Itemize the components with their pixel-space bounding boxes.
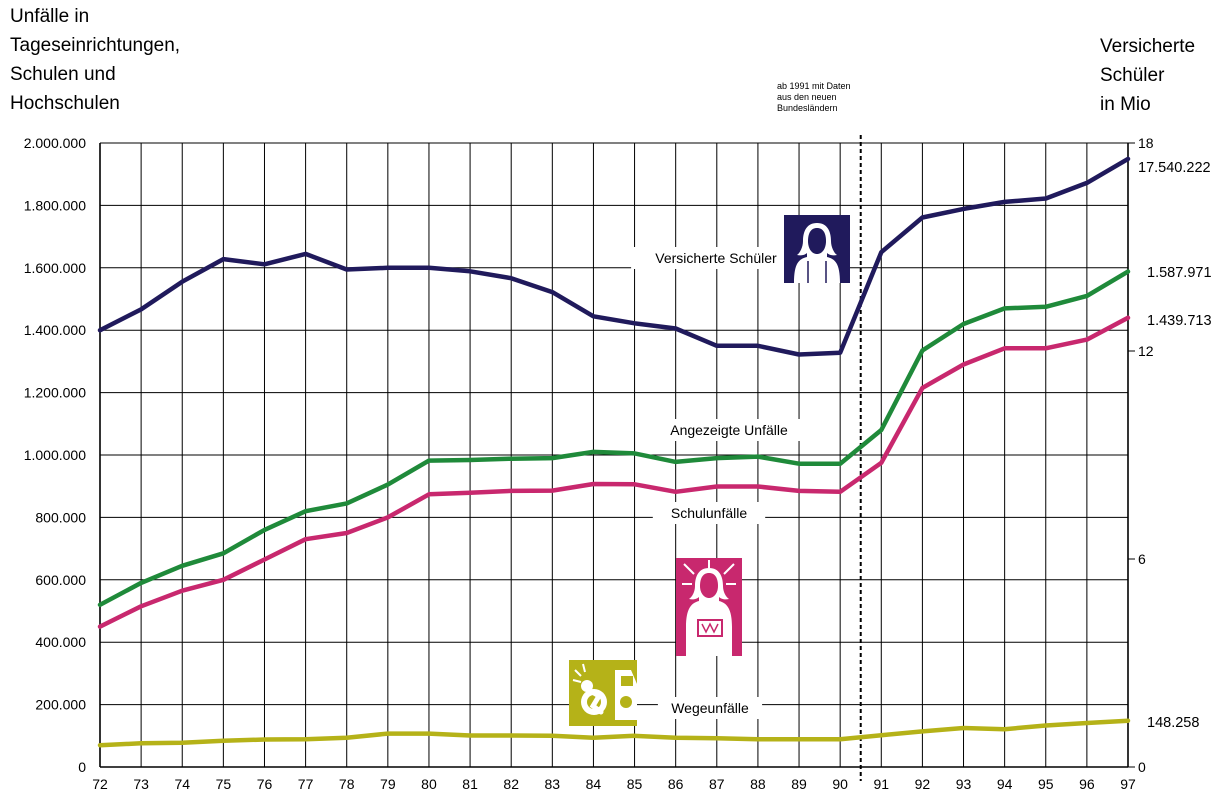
x-tick-label: 80 bbox=[421, 776, 437, 792]
x-tick-label: 89 bbox=[791, 776, 807, 792]
x-axis: 72 73 74 75 76 77 78 79 80 81 82 83 84 85 86 87 88 89 90 91… bbox=[92, 776, 1136, 792]
note-line: Bundesländern bbox=[777, 103, 838, 113]
x-tick-label: 85 bbox=[627, 776, 643, 792]
y-tick-label: 1.000.000 bbox=[24, 447, 86, 463]
y-tick-label: 200.000 bbox=[35, 697, 86, 713]
x-tick-label: 90 bbox=[832, 776, 848, 792]
x-tick-label: 81 bbox=[462, 776, 478, 792]
x-tick-label: 94 bbox=[997, 776, 1013, 792]
icon-face bbox=[700, 573, 718, 598]
x-tick-label: 87 bbox=[709, 776, 725, 792]
series-line-angezeigte bbox=[97, 269, 1131, 608]
x-tick-label: 79 bbox=[380, 776, 396, 792]
y-tick-label: 600.000 bbox=[35, 572, 86, 588]
left-y-axis: 0 200.000 400.000 600.000 800.000 1.000.000 1.… bbox=[24, 135, 87, 775]
series-name-label: Versicherte Schüler bbox=[655, 250, 777, 266]
series-line-wegeunfaelle bbox=[97, 718, 1131, 748]
end-value-label: 1.587.971 bbox=[1147, 265, 1212, 281]
series-icons bbox=[569, 215, 850, 726]
x-tick-label: 92 bbox=[915, 776, 931, 792]
series-name-bg bbox=[657, 697, 763, 719]
right-axis-title-line: in Mio bbox=[1100, 94, 1151, 115]
x-tick-label: 77 bbox=[298, 776, 314, 792]
series-name-label: Angezeigte Unfälle bbox=[670, 422, 788, 438]
end-value-label: 1.439.713 bbox=[1147, 313, 1212, 329]
x-tick-label: 91 bbox=[873, 776, 889, 792]
left-axis-title-line: Schulen und bbox=[10, 64, 116, 85]
x-tick-label: 83 bbox=[545, 776, 561, 792]
x-tick-label: 73 bbox=[133, 776, 149, 792]
y-tick-label: 1.200.000 bbox=[24, 385, 86, 401]
x-tick-label: 97 bbox=[1120, 776, 1136, 792]
right-axis-title-line: Schüler bbox=[1100, 65, 1165, 86]
x-tick-label: 86 bbox=[668, 776, 684, 792]
y-tick-label: 400.000 bbox=[35, 634, 86, 650]
icon-sling bbox=[697, 619, 723, 637]
icon-car-light bbox=[620, 696, 632, 708]
icon-arms bbox=[807, 261, 827, 283]
icon-impact-lines bbox=[572, 663, 586, 683]
x-tick-label: 74 bbox=[174, 776, 190, 792]
left-axis-title: Unfälle in Tageseinrichtungen, Schulen u… bbox=[10, 2, 180, 118]
y-tick-label: 1.800.000 bbox=[24, 197, 86, 213]
y2-tick-label: 18 bbox=[1138, 135, 1154, 151]
series-labels: 17.540.222 Versicherte Schüler 1.587.971 An… bbox=[631, 160, 1212, 731]
x-tick-label: 76 bbox=[257, 776, 273, 792]
icon-bandage bbox=[701, 622, 719, 634]
right-axis-title: Versicherte Schüler in Mio bbox=[1100, 32, 1195, 119]
y-tick-label: 2.000.000 bbox=[24, 135, 86, 151]
y2-tick-label: 0 bbox=[1138, 759, 1146, 775]
data-break-note: ab 1991 mit Daten aus den neuen Bundeslä… bbox=[777, 81, 851, 114]
right-y-axis: 0 6 12 18 bbox=[1128, 135, 1154, 775]
left-axis-title-line: Hochschulen bbox=[10, 93, 120, 114]
note-line: aus den neuen bbox=[777, 92, 837, 102]
x-tick-label: 93 bbox=[956, 776, 972, 792]
y2-tick-label: 12 bbox=[1138, 343, 1154, 359]
x-tick-label: 96 bbox=[1079, 776, 1095, 792]
y-tick-label: 800.000 bbox=[35, 509, 86, 525]
series-name-bg bbox=[631, 247, 801, 269]
end-value-label: 148.258 bbox=[1147, 715, 1199, 731]
icon-rider-body bbox=[586, 687, 604, 715]
x-tick-label: 75 bbox=[216, 776, 232, 792]
injured-student-icon bbox=[676, 558, 742, 656]
x-tick-label: 84 bbox=[586, 776, 602, 792]
icon-rays bbox=[682, 560, 736, 585]
left-axis-title-line: Unfälle in bbox=[10, 6, 90, 27]
student-icon bbox=[784, 215, 850, 283]
icon-face bbox=[808, 228, 826, 254]
traffic-accident-icon bbox=[569, 660, 637, 726]
y-tick-label: 1.600.000 bbox=[24, 260, 86, 276]
right-axis-title-line: Versicherte bbox=[1100, 36, 1196, 57]
icon-car-window bbox=[621, 676, 633, 686]
series-line-versicherte bbox=[97, 156, 1131, 357]
y2-tick-label: 6 bbox=[1138, 551, 1146, 567]
y-tick-label: 0 bbox=[78, 759, 86, 775]
x-tick-label: 82 bbox=[503, 776, 519, 792]
x-tick-label: 95 bbox=[1038, 776, 1054, 792]
series-line-schulunfaelle bbox=[97, 315, 1131, 629]
series-name-label: Wegeunfälle bbox=[671, 700, 749, 716]
series-name-label: Schulunfälle bbox=[671, 505, 747, 521]
series-name-bg bbox=[648, 419, 810, 441]
series-name-bg bbox=[652, 502, 766, 524]
x-tick-label: 88 bbox=[750, 776, 766, 792]
x-tick-label: 78 bbox=[339, 776, 355, 792]
note-line: ab 1991 mit Daten bbox=[777, 81, 851, 91]
y-tick-label: 1.400.000 bbox=[24, 322, 86, 338]
series-lines bbox=[97, 156, 1131, 748]
left-axis-title-line: Tageseinrichtungen, bbox=[10, 35, 181, 56]
x-tick-label: 72 bbox=[92, 776, 108, 792]
end-value-label: 17.540.222 bbox=[1138, 160, 1211, 176]
